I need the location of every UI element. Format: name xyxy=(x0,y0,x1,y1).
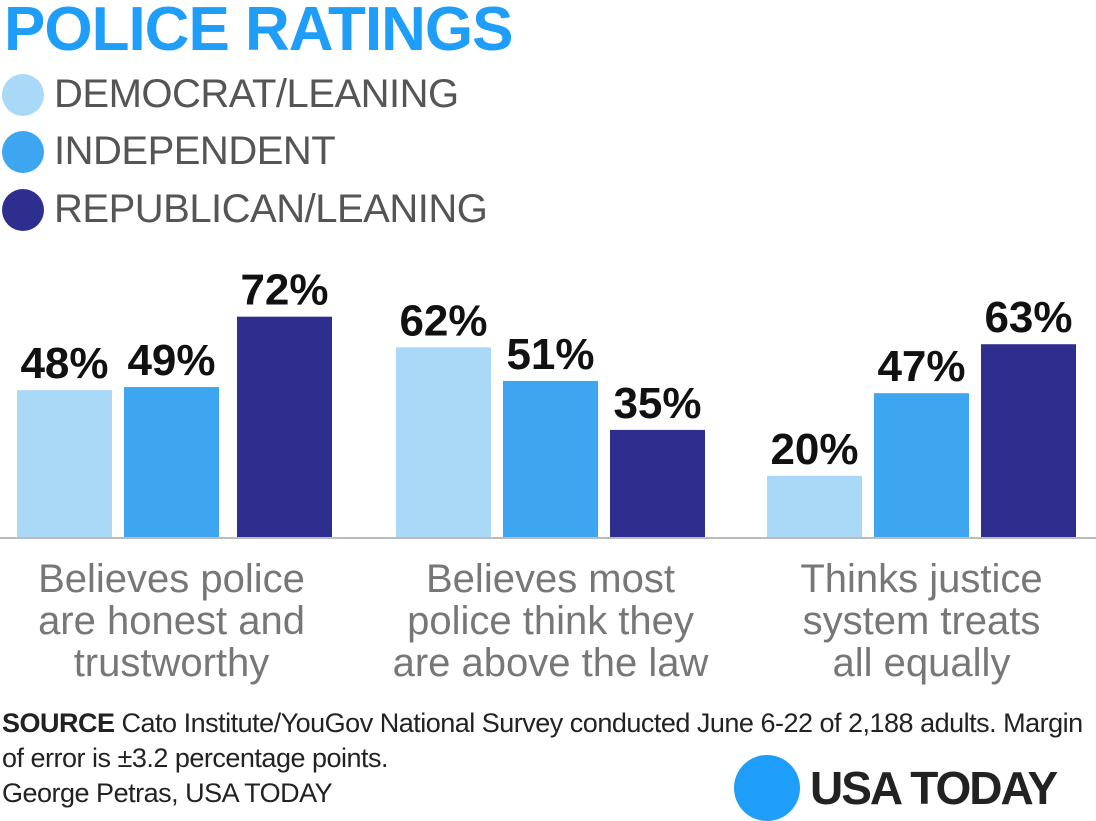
logo-circle-icon xyxy=(734,755,800,821)
bar xyxy=(17,390,112,537)
category-label: system treats xyxy=(803,599,1041,643)
bar xyxy=(503,380,598,537)
bar xyxy=(874,393,969,537)
category-label: police think they xyxy=(407,599,694,643)
bar xyxy=(610,429,705,537)
bar-value-label: 35% xyxy=(613,379,701,428)
bar-value-label: 49% xyxy=(127,336,215,385)
legend-item-independent: INDEPENDENT xyxy=(2,129,336,174)
category-label: all equally xyxy=(833,641,1011,685)
legend-label: INDEPENDENT xyxy=(54,129,336,173)
usa-today-logo: USA TODAY xyxy=(734,755,1058,821)
bar xyxy=(237,316,332,537)
bar-value-label: 51% xyxy=(506,330,594,379)
category-label: are above the law xyxy=(393,641,709,685)
category-label: Believes police xyxy=(38,557,305,601)
bar-value-label: 62% xyxy=(399,296,487,345)
bar-value-label: 63% xyxy=(984,293,1072,342)
legend-label: REPUBLICAN/LEANING xyxy=(54,187,488,231)
bar xyxy=(396,347,491,537)
legend-item-republican: REPUBLICAN/LEANING xyxy=(2,187,488,232)
bar-value-label: 20% xyxy=(770,425,858,474)
legend-swatch xyxy=(2,188,44,231)
category-label: Believes most xyxy=(426,557,675,601)
bar-value-label: 47% xyxy=(877,342,965,391)
source-label: SOURCE xyxy=(2,708,115,738)
chart-title: POLICE RATINGS xyxy=(4,0,513,64)
footer: SOURCE Cato Institute/YouGov National Su… xyxy=(2,706,1092,811)
source-text: Cato Institute/YouGov National Survey co… xyxy=(2,708,1083,773)
bar xyxy=(124,387,219,537)
bar-value-label: 72% xyxy=(240,266,328,315)
bar xyxy=(767,475,862,537)
legend-swatch xyxy=(2,73,44,116)
credit: George Petras, USA TODAY xyxy=(2,778,333,808)
category-label: are honest and xyxy=(38,599,305,643)
category-label: trustworthy xyxy=(74,641,270,685)
legend-label: DEMOCRAT/LEANING xyxy=(54,72,459,116)
bar-value-label: 48% xyxy=(20,339,108,388)
bar xyxy=(981,344,1076,537)
legend-item-democrat: DEMOCRAT/LEANING xyxy=(2,72,459,117)
category-label: Thinks justice xyxy=(800,557,1042,601)
legend-swatch xyxy=(2,130,44,173)
logo-text: USA TODAY xyxy=(810,762,1058,814)
